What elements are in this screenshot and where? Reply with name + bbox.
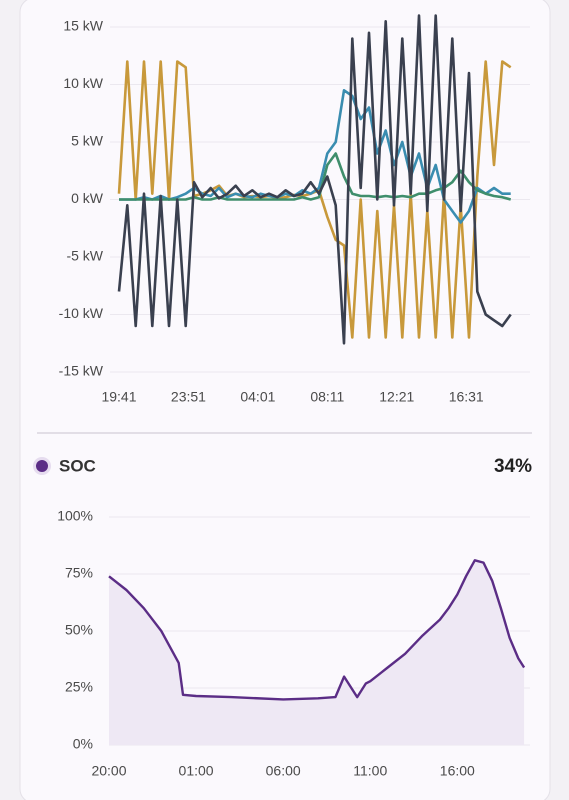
legend-label: SOC [59, 456, 96, 475]
current-value: 34% [494, 456, 532, 477]
y-tick-label: 15 kW [63, 18, 103, 34]
y-tick-label: 0 kW [71, 190, 104, 206]
y-tick-label: 10 kW [63, 75, 103, 91]
y-tick-label: 75% [65, 565, 93, 581]
x-tick-label: 08:11 [310, 389, 344, 405]
y-tick-label: 50% [65, 622, 93, 638]
y-tick-label: -5 kW [66, 248, 103, 264]
x-tick-label: 04:01 [240, 389, 275, 405]
x-tick-label: 23:51 [171, 389, 206, 405]
y-tick-label: 25% [65, 679, 93, 695]
series-line [108, 559, 526, 701]
x-tick-label: 11:00 [353, 763, 387, 779]
x-tick-label: 16:31 [449, 389, 484, 405]
y-tick-label: 0% [73, 736, 93, 752]
y-tick-label: -10 kW [59, 305, 104, 321]
x-tick-label: 01:00 [179, 763, 214, 779]
x-tick-label: 06:00 [266, 763, 301, 779]
y-tick-label: 5 kW [71, 133, 104, 149]
x-tick-label: 20:00 [91, 763, 126, 779]
x-tick-label: 19:41 [101, 389, 136, 405]
series-line [117, 14, 512, 345]
x-tick-label: 16:00 [440, 763, 475, 779]
series-line [119, 89, 511, 224]
series-area [109, 560, 525, 745]
x-tick-label: 12:21 [379, 389, 414, 405]
y-tick-label: 100% [57, 508, 93, 524]
legend-dot [36, 460, 48, 472]
y-tick-label: -15 kW [59, 363, 104, 379]
